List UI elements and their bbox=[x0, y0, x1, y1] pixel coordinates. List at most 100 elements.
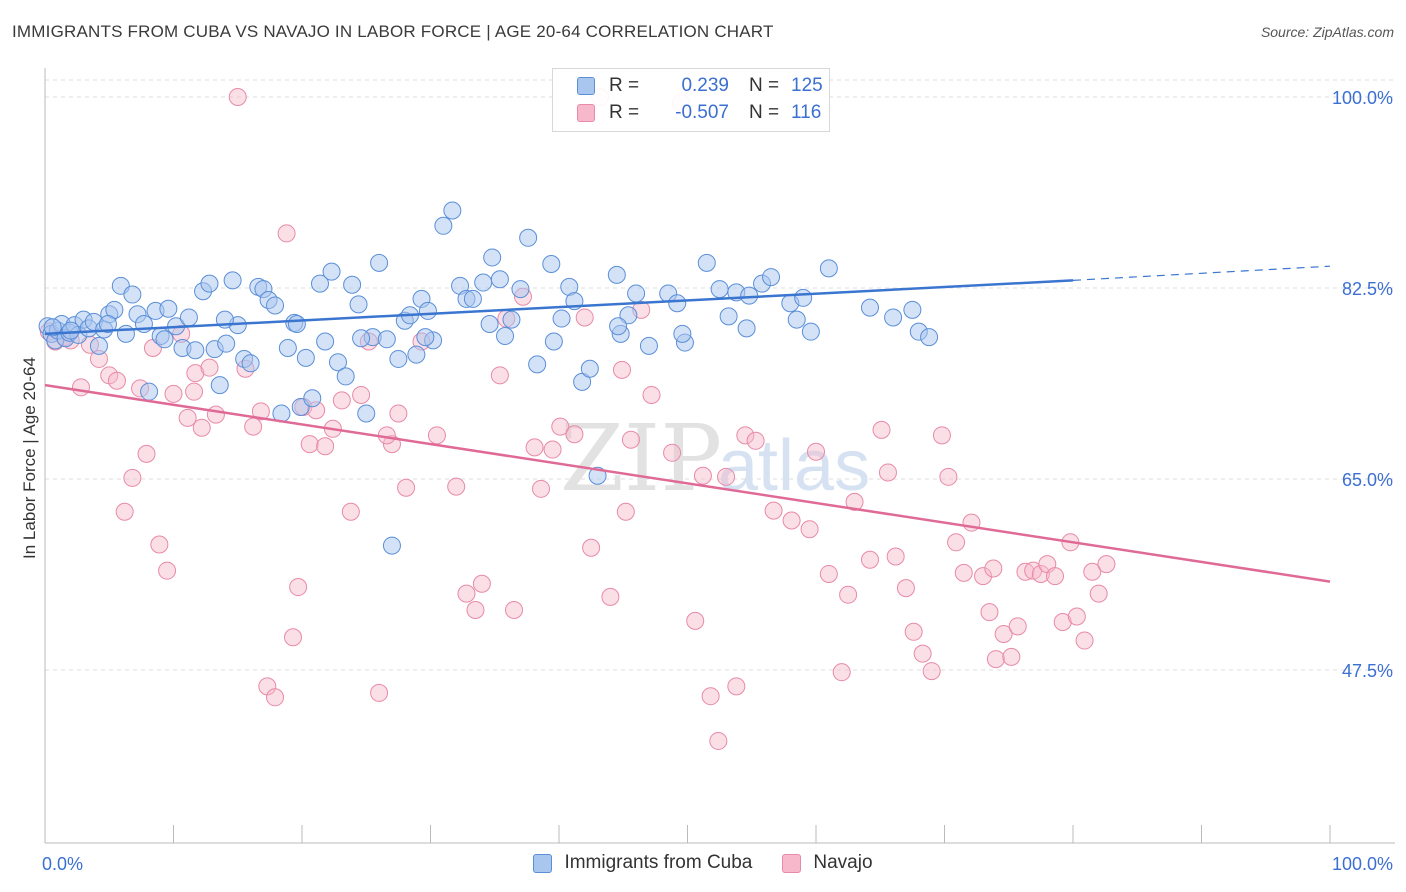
cuba-point bbox=[357, 404, 376, 423]
navajo-point bbox=[457, 584, 476, 603]
navajo-point bbox=[575, 308, 594, 327]
navajo-point bbox=[746, 431, 765, 450]
legend-n-label: N = bbox=[749, 102, 780, 123]
navajo-point bbox=[984, 559, 1003, 578]
cuba-point bbox=[463, 289, 482, 308]
cuba-point bbox=[296, 348, 315, 367]
cuba-point bbox=[43, 318, 62, 337]
navajo-point bbox=[994, 624, 1013, 643]
cuba-point bbox=[544, 332, 563, 351]
cuba-point bbox=[418, 301, 437, 320]
navajo-point bbox=[543, 440, 562, 459]
cuba-point bbox=[801, 322, 820, 341]
navajo-point bbox=[472, 574, 491, 593]
navajo-point bbox=[832, 663, 851, 682]
navajo-point bbox=[389, 404, 408, 423]
x-tick-label: 0.0% bbox=[42, 854, 83, 874]
legend-swatch-navajo bbox=[577, 104, 595, 122]
navajo-point bbox=[71, 378, 90, 397]
navajo-point bbox=[986, 650, 1005, 669]
navajo-point bbox=[709, 731, 728, 750]
navajo-point bbox=[686, 611, 705, 630]
cuba-point bbox=[639, 336, 658, 355]
legend-n-value: 125 bbox=[791, 75, 823, 96]
cuba-point bbox=[434, 216, 453, 235]
navajo-point bbox=[370, 683, 389, 702]
cuba-point bbox=[443, 201, 462, 220]
series-legend-navajo[interactable]: Navajo bbox=[782, 852, 873, 874]
cuba-point bbox=[322, 262, 341, 281]
navajo-point bbox=[896, 579, 915, 598]
cuba-point bbox=[542, 254, 561, 273]
cuba-point bbox=[266, 296, 285, 315]
cuba-point bbox=[511, 280, 530, 299]
navajo-point bbox=[525, 438, 544, 457]
navajo-point bbox=[115, 502, 134, 521]
legend-row-cuba: R = 0.239 N = 125 bbox=[577, 74, 823, 98]
cuba-point bbox=[223, 271, 242, 290]
navajo-point bbox=[251, 402, 270, 421]
cuba-point bbox=[740, 286, 759, 305]
series-legend-label-navajo: Navajo bbox=[813, 852, 873, 873]
chart-title: IMMIGRANTS FROM CUBA VS NAVAJO IN LABOR … bbox=[12, 22, 774, 41]
cuba-point bbox=[519, 228, 538, 247]
series-legend-cuba[interactable]: Immigrants from Cuba bbox=[533, 852, 752, 874]
navajo-point bbox=[621, 430, 640, 449]
navajo-point bbox=[1016, 562, 1035, 581]
navajo-point bbox=[447, 477, 466, 496]
cuba-point bbox=[377, 330, 396, 349]
navajo-trend-line bbox=[44, 383, 1331, 583]
navajo-point bbox=[764, 501, 783, 520]
navajo-point bbox=[932, 426, 951, 445]
cuba-point bbox=[389, 349, 408, 368]
cuba-point bbox=[502, 310, 521, 329]
y-axis-label: In Labor Force | Age 20-64 bbox=[20, 357, 39, 559]
navajo-point bbox=[150, 535, 169, 554]
cuba-point bbox=[370, 253, 389, 272]
navajo-point bbox=[1031, 564, 1050, 583]
navajo-point bbox=[192, 418, 211, 437]
navajo-point bbox=[736, 426, 755, 445]
cuba-point bbox=[61, 321, 80, 340]
navajo-point bbox=[601, 587, 620, 606]
cuba-point bbox=[697, 253, 716, 272]
cuba-point bbox=[382, 536, 401, 555]
cuba-point bbox=[287, 315, 306, 334]
cuba-point bbox=[496, 327, 515, 346]
cuba-point bbox=[116, 324, 135, 343]
legend-n-value: 116 bbox=[791, 102, 822, 123]
navajo-point bbox=[872, 420, 891, 439]
navajo-point bbox=[878, 463, 897, 482]
cuba-point bbox=[159, 299, 178, 318]
navajo-point bbox=[551, 417, 570, 436]
legend-r-value: -0.507 bbox=[675, 102, 729, 123]
series-cuba bbox=[38, 201, 939, 555]
navajo-point bbox=[427, 426, 446, 445]
cuba-point bbox=[316, 332, 335, 351]
navajo-point bbox=[200, 358, 219, 377]
y-tick-label: 65.0% bbox=[1342, 470, 1393, 490]
navajo-point bbox=[642, 385, 661, 404]
navajo-point bbox=[693, 466, 712, 485]
y-tick-labels: 100.0% 82.5% 65.0% 47.5% bbox=[1332, 88, 1393, 681]
x-tick-labels: 0.0% 100.0% bbox=[42, 854, 1393, 874]
cuba-point bbox=[352, 329, 371, 348]
navajo-point bbox=[1046, 567, 1065, 586]
navajo-point bbox=[490, 366, 509, 385]
navajo-point bbox=[206, 405, 225, 424]
navajo-point bbox=[341, 502, 360, 521]
stats-legend: R = 0.239 N = 125 R = -0.507 N = 116 bbox=[552, 68, 830, 132]
y-tick-label: 100.0% bbox=[1332, 88, 1393, 108]
navajo-point bbox=[178, 408, 197, 427]
navajo-point bbox=[582, 538, 601, 557]
source-credit: Source: ZipAtlas.com bbox=[1260, 24, 1394, 40]
cuba-point bbox=[179, 308, 198, 327]
cuba-point bbox=[794, 288, 813, 307]
cuba-point bbox=[210, 376, 229, 395]
y-tick-label: 82.5% bbox=[1342, 279, 1393, 299]
cuba-point bbox=[336, 367, 355, 386]
navajo-point bbox=[1097, 555, 1116, 574]
cuba-point bbox=[710, 280, 729, 299]
navajo-point bbox=[1008, 617, 1027, 636]
